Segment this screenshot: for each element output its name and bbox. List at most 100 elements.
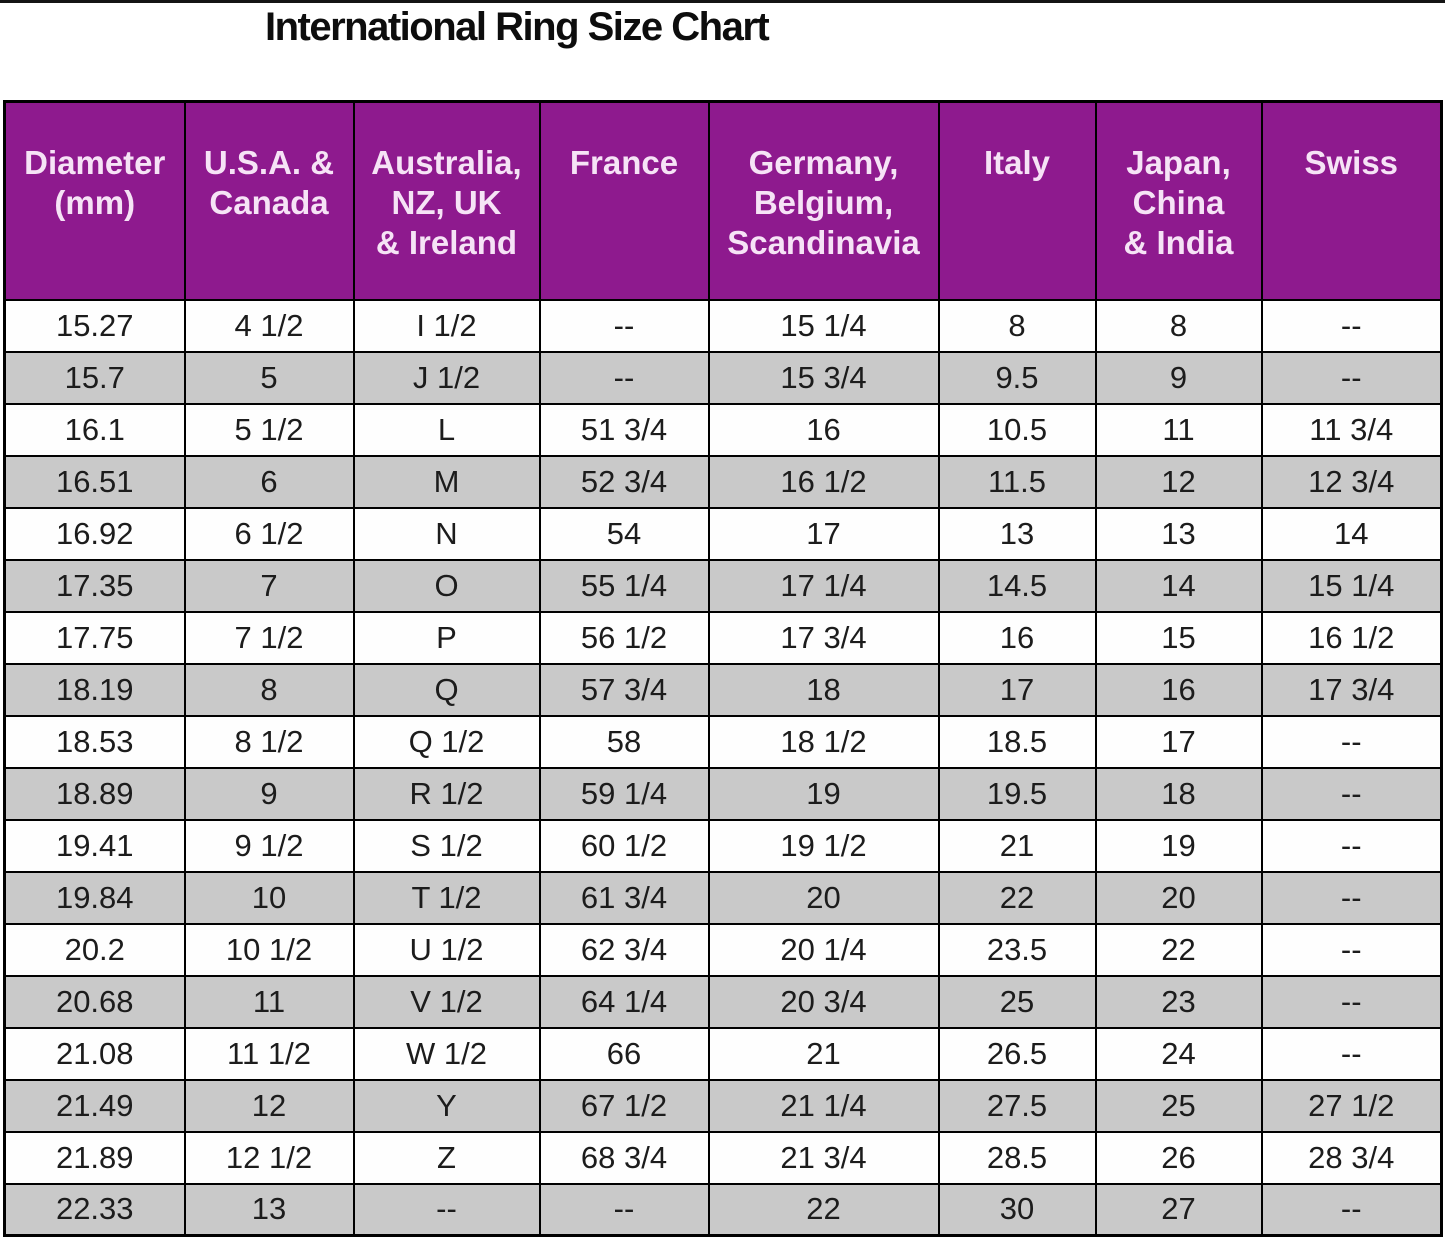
table-cell: 18 1/2	[707, 714, 940, 769]
table-cell: 19 1/2	[707, 818, 940, 873]
table-cell: 15 3/4	[707, 350, 940, 405]
table-cell: 26.5	[937, 1026, 1097, 1081]
table-cell: 6	[183, 454, 355, 509]
table-cell: T 1/2	[352, 870, 541, 925]
table-cell: 18	[707, 662, 940, 717]
table-cell: 11	[183, 974, 355, 1029]
column-header-japan-china: Japan, China & India	[1094, 100, 1263, 301]
table-cell: 16 1/2	[1260, 610, 1443, 665]
table-cell: --	[1260, 714, 1443, 769]
table-cell: 16 1/2	[707, 454, 940, 509]
table-cell: 23.5	[937, 922, 1097, 977]
table-cell: W 1/2	[352, 1026, 541, 1081]
table-cell: 17	[1094, 714, 1263, 769]
table-cell: 28.5	[937, 1130, 1097, 1185]
table-row: 18.89 9 R 1/2 59 1/4 19 19.5 18 --	[3, 766, 1443, 821]
table-cell: 20	[707, 870, 940, 925]
table-row: 19.41 9 1/2 S 1/2 60 1/2 19 1/2 21 19 --	[3, 818, 1443, 873]
table-cell: 55 1/4	[538, 558, 710, 613]
table-cell: 16	[707, 402, 940, 457]
table-cell: 19	[1094, 818, 1263, 873]
table-cell: 14	[1094, 558, 1263, 613]
table-cell: --	[1260, 766, 1443, 821]
table-cell: 19.41	[3, 818, 186, 873]
table-row: 16.92 6 1/2 N 54 17 13 13 14	[3, 506, 1443, 561]
table-cell: 11	[1094, 402, 1263, 457]
table-cell: --	[1260, 922, 1443, 977]
table-cell: 22	[937, 870, 1097, 925]
table-cell: 7 1/2	[183, 610, 355, 665]
table-cell: Z	[352, 1130, 541, 1185]
table-cell: 12 1/2	[183, 1130, 355, 1185]
table-cell: 15 1/4	[707, 298, 940, 353]
table-cell: 26	[1094, 1130, 1263, 1185]
table-cell: 5 1/2	[183, 402, 355, 457]
table-cell: 28 3/4	[1260, 1130, 1443, 1185]
table-cell: R 1/2	[352, 766, 541, 821]
table-cell: 18.53	[3, 714, 186, 769]
table-cell: Q 1/2	[352, 714, 541, 769]
table-cell: 15.27	[3, 298, 186, 353]
table-cell: 9.5	[937, 350, 1097, 405]
table-row: 21.49 12 Y 67 1/2 21 1/4 27.5 25 27 1/2	[3, 1078, 1443, 1133]
table-cell: 67 1/2	[538, 1078, 710, 1133]
table-cell: --	[1260, 818, 1443, 873]
table-cell: 13	[1094, 506, 1263, 561]
table-cell: 22.33	[3, 1182, 186, 1237]
table-cell: 21	[707, 1026, 940, 1081]
table-cell: 8	[1094, 298, 1263, 353]
table-cell: 18.5	[937, 714, 1097, 769]
table-cell: 13	[183, 1182, 355, 1237]
table-cell: 10	[183, 870, 355, 925]
table-row: 16.51 6 M 52 3/4 16 1/2 11.5 12 12 3/4	[3, 454, 1443, 509]
column-header-swiss: Swiss	[1260, 100, 1443, 301]
table-cell: 6 1/2	[183, 506, 355, 561]
header-row: Diameter (mm) U.S.A. & Canada Australia,…	[3, 100, 1443, 301]
table-cell: 18.89	[3, 766, 186, 821]
table-cell: 8 1/2	[183, 714, 355, 769]
table-cell: Y	[352, 1078, 541, 1133]
table-cell: 21	[937, 818, 1097, 873]
table-cell: 27 1/2	[1260, 1078, 1443, 1133]
table-cell: 19	[707, 766, 940, 821]
table-cell: 16.51	[3, 454, 186, 509]
table-cell: 12 3/4	[1260, 454, 1443, 509]
table-cell: U 1/2	[352, 922, 541, 977]
table-cell: 51 3/4	[538, 402, 710, 457]
table-row: 15.27 4 1/2 I 1/2 -- 15 1/4 8 8 --	[3, 298, 1443, 353]
table-cell: --	[1260, 1182, 1443, 1237]
table-row: 22.33 13 -- -- 22 30 27 --	[3, 1182, 1443, 1237]
table-cell: 60 1/2	[538, 818, 710, 873]
column-header-france: France	[538, 100, 710, 301]
column-header-italy: Italy	[937, 100, 1097, 301]
table-cell: 56 1/2	[538, 610, 710, 665]
table-cell: 9	[183, 766, 355, 821]
table-cell: 59 1/4	[538, 766, 710, 821]
table-cell: 24	[1094, 1026, 1263, 1081]
table-row: 17.75 7 1/2 P 56 1/2 17 3/4 16 15 16 1/2	[3, 610, 1443, 665]
table-cell: --	[1260, 350, 1443, 405]
table-cell: 18	[1094, 766, 1263, 821]
table-row: 19.84 10 T 1/2 61 3/4 20 22 20 --	[3, 870, 1443, 925]
table-row: 21.89 12 1/2 Z 68 3/4 21 3/4 28.5 26 28 3/4	[3, 1130, 1443, 1185]
table-row: 20.68 11 V 1/2 64 1/4 20 3/4 25 23 --	[3, 974, 1443, 1029]
table-cell: 11 1/2	[183, 1026, 355, 1081]
table-cell: S 1/2	[352, 818, 541, 873]
table-cell: 20.2	[3, 922, 186, 977]
table-cell: Q	[352, 662, 541, 717]
table-cell: 9	[1094, 350, 1263, 405]
column-header-usa-canada: U.S.A. & Canada	[183, 100, 355, 301]
table-cell: --	[1260, 974, 1443, 1029]
table-cell: 19.84	[3, 870, 186, 925]
ring-size-table: Diameter (mm) U.S.A. & Canada Australia,…	[3, 100, 1443, 1237]
table-row: 18.53 8 1/2 Q 1/2 58 18 1/2 18.5 17 --	[3, 714, 1443, 769]
table-row: 17.35 7 O 55 1/4 17 1/4 14.5 14 15 1/4	[3, 558, 1443, 613]
top-border-line	[0, 0, 1445, 3]
table-cell: 9 1/2	[183, 818, 355, 873]
table-cell: 4 1/2	[183, 298, 355, 353]
table-cell: 11 3/4	[1260, 402, 1443, 457]
table-cell: --	[538, 350, 710, 405]
table-cell: 54	[538, 506, 710, 561]
column-header-germany: Germany, Belgium, Scandinavia	[707, 100, 940, 301]
table-cell: --	[1260, 870, 1443, 925]
